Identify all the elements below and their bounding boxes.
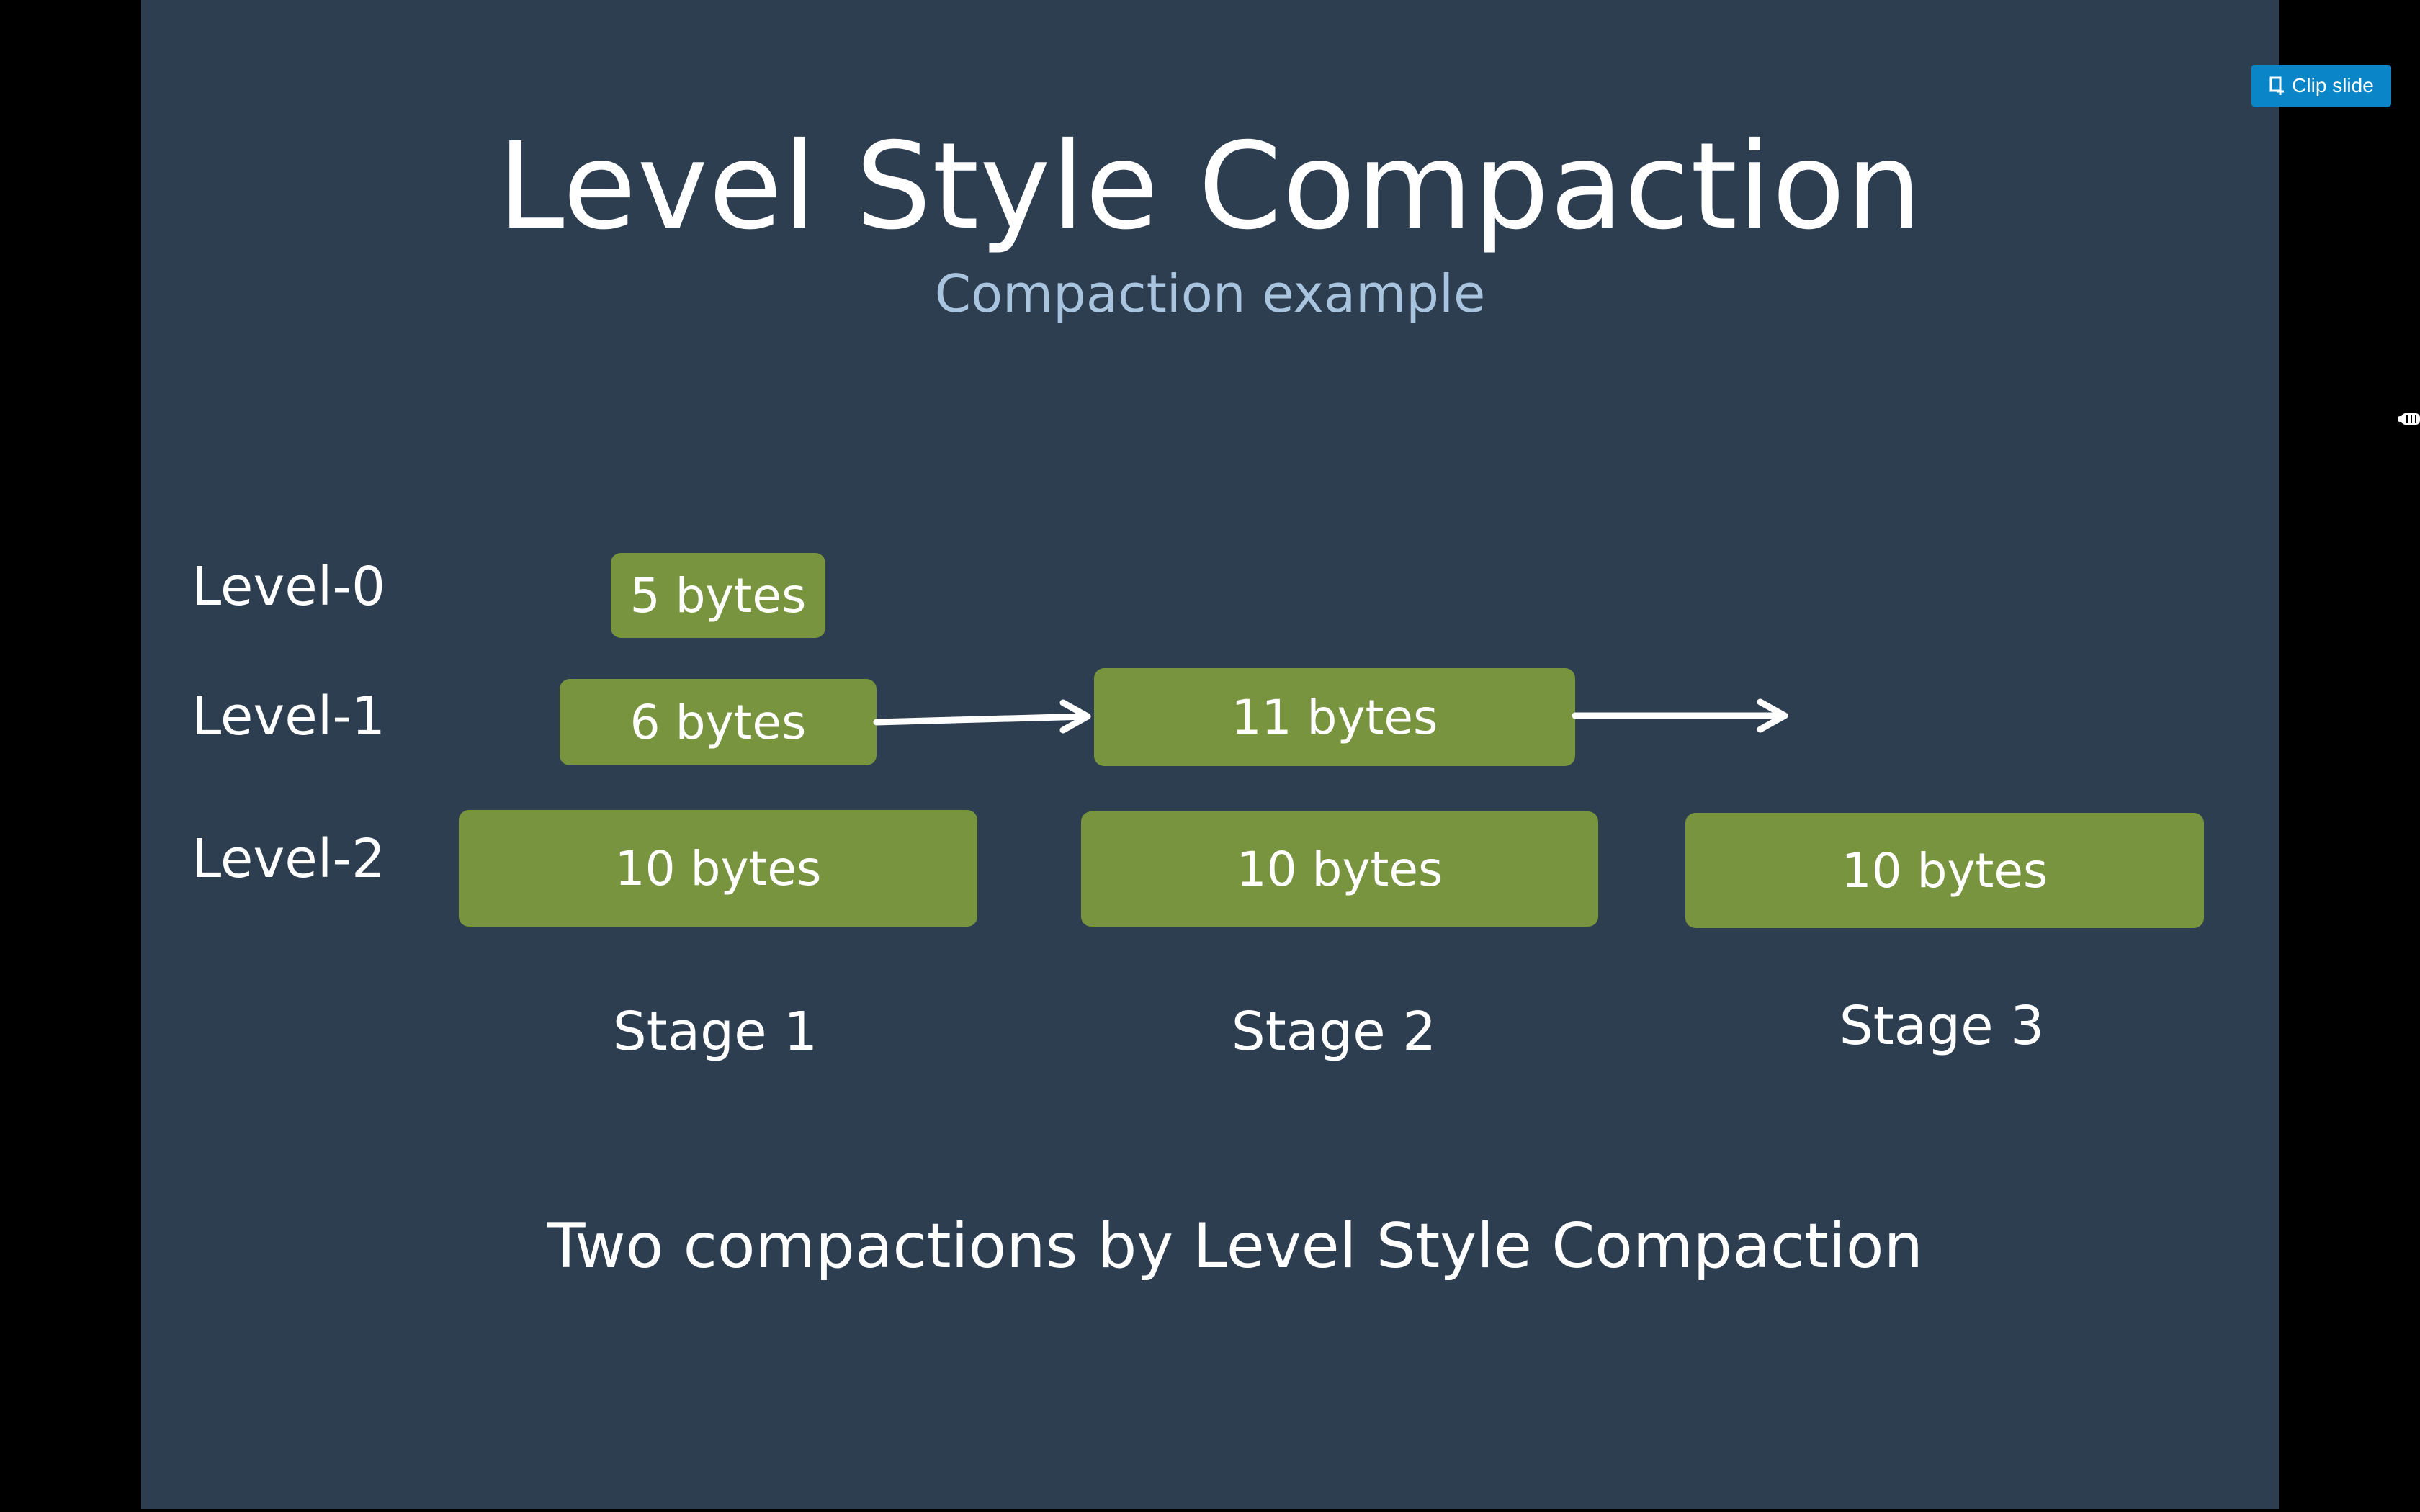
- stage1-level1-block: 6 bytes: [560, 679, 877, 765]
- hand-cursor-icon[interactable]: [2396, 406, 2420, 431]
- slide: Level Style Compaction Compaction exampl…: [141, 0, 2279, 1509]
- level-0-label: Level-0: [192, 556, 386, 618]
- slide-caption: Two compactions by Level Style Compactio…: [547, 1210, 1923, 1282]
- slide-title: Level Style Compaction: [497, 117, 1923, 256]
- clip-slide-icon: [2269, 76, 2285, 95]
- stage-3-label: Stage 3: [1839, 995, 2045, 1057]
- stage1-level0-block: 5 bytes: [611, 553, 825, 638]
- arrow-stage1-to-stage2: [873, 699, 1091, 734]
- stage-2-label: Stage 2: [1231, 1001, 1437, 1063]
- arrow-stage2-to-stage3: [1572, 698, 1788, 733]
- clip-slide-label: Clip slide: [2292, 74, 2374, 96]
- clip-slide-button[interactable]: Clip slide: [2251, 65, 2391, 107]
- stage3-level2-block: 10 bytes: [1685, 813, 2204, 928]
- level-1-label: Level-1: [192, 685, 386, 747]
- stage2-level2-block: 10 bytes: [1081, 811, 1598, 927]
- slide-subtitle: Compaction example: [934, 264, 1486, 324]
- stage1-level2-block: 10 bytes: [459, 810, 977, 927]
- stage2-level1-block: 11 bytes: [1094, 668, 1575, 766]
- stage-1-label: Stage 1: [612, 1001, 818, 1063]
- level-2-label: Level-2: [192, 828, 386, 890]
